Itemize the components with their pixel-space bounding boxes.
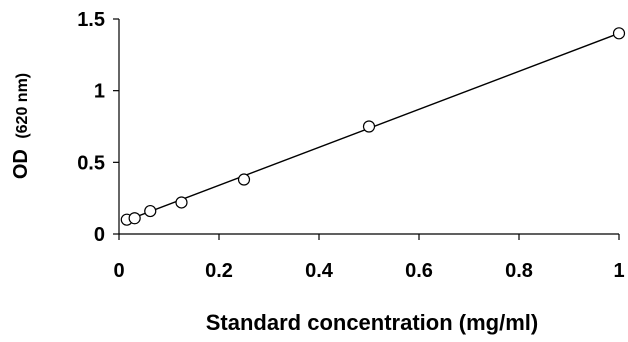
x-tick-label: 0.6 [405, 260, 433, 282]
y-tick-label: 0.5 [77, 152, 105, 174]
data-point [175, 196, 188, 209]
y-axis-title-main: OD [10, 149, 32, 179]
data-points [120, 27, 626, 226]
y-axis-title-unit: (620 nm) [14, 73, 31, 139]
data-point [128, 212, 141, 225]
x-tick-label: 0.2 [205, 260, 233, 282]
x-tick-label: 0.8 [505, 260, 533, 282]
data-point [362, 120, 376, 133]
axes [118, 19, 619, 235]
y-tick-label: 1.5 [77, 9, 105, 31]
data-point [612, 27, 626, 40]
y-axis-title: OD (620 nm) [10, 73, 32, 179]
x-axis-title: Standard concentration (mg/ml) [206, 310, 538, 335]
data-point [144, 204, 157, 218]
y-tick-label: 1 [94, 81, 105, 103]
ticks: 0 0.2 0.4 0.6 0.8 1 0 0.5 1 1.5 [77, 9, 624, 282]
x-tick-label: 0.4 [305, 260, 334, 282]
x-tick-label: 0 [113, 260, 124, 282]
y-tick-label: 0 [94, 224, 105, 246]
x-tick-label: 1 [613, 260, 624, 282]
data-point [237, 173, 251, 186]
